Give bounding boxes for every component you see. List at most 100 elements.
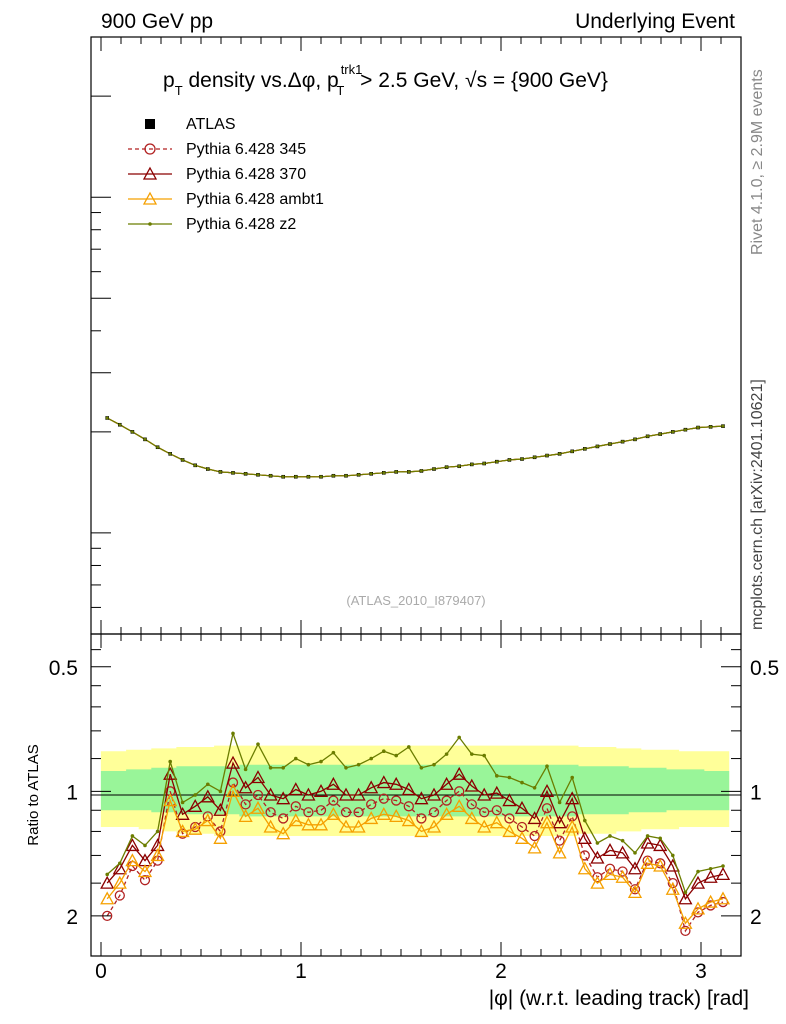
ratio-point [428, 807, 440, 818]
ratio-point [466, 799, 477, 810]
ratio-point [520, 780, 524, 785]
legend-entry: ATLAS [145, 116, 236, 133]
ratio-point [489, 815, 504, 829]
legend-marker [142, 166, 158, 180]
ratio-point [414, 824, 429, 838]
ratio-point [391, 795, 402, 806]
ratio-point [414, 791, 429, 805]
ratio-point [340, 807, 352, 818]
title-s-eq: s = {900 GeV} [477, 69, 608, 92]
main-curve-line [106, 417, 724, 478]
ratio-point [351, 787, 366, 801]
ratio-point [678, 891, 693, 905]
x-tick-label: 1 [295, 960, 307, 983]
ratio-point [313, 783, 329, 797]
main-model-point [683, 428, 687, 432]
ratio-point [690, 901, 706, 915]
ratio-point [482, 753, 487, 758]
main-model-point [595, 444, 599, 448]
main-model-point [118, 423, 122, 427]
ratio-point [552, 845, 567, 859]
ratio-point [200, 813, 215, 827]
main-model-point [558, 452, 562, 456]
ratio-point [125, 853, 140, 867]
ratio-point [565, 791, 580, 805]
ratio-point [479, 807, 490, 818]
legend-entry: Pythia 6.428 ambt1 [128, 191, 324, 208]
main-model-point [344, 474, 348, 478]
header-left: 900 GeV pp [101, 10, 213, 33]
ratio-point [602, 867, 618, 881]
ratio-point [653, 858, 668, 872]
ratio-point [150, 848, 165, 862]
ratio-point [112, 861, 127, 875]
title-sqrt: √ [465, 69, 477, 92]
ratio-line [106, 731, 724, 894]
ratio-point [620, 838, 625, 843]
ratio-point [114, 890, 125, 901]
ratio-point [464, 811, 479, 825]
main-model-point [256, 473, 260, 477]
ratio-point [678, 915, 693, 929]
title-middle: density vs.Δφ, p [183, 69, 339, 92]
main-model-point [319, 475, 323, 479]
x-tick-label: 0 [95, 960, 107, 983]
title-p: p [163, 69, 175, 92]
main-model-point [445, 465, 449, 469]
ratio-point [263, 787, 278, 801]
ratio-point [188, 821, 203, 835]
ratio-point [326, 776, 341, 790]
legend-marker [144, 143, 156, 155]
main-ticks [91, 37, 742, 634]
main-model-point [646, 434, 650, 438]
ratio-point [168, 759, 172, 764]
ratio-y-tick-label-right: 2 [750, 906, 762, 929]
ratio-point [633, 851, 637, 855]
ratio-point [231, 731, 235, 736]
ratio-point [290, 801, 301, 812]
main-model-point [721, 424, 725, 428]
ratio-point [403, 801, 414, 812]
ratio-point [353, 807, 364, 818]
main-model-point [583, 447, 587, 451]
ratio-point [708, 866, 713, 871]
ratio-point [313, 817, 329, 831]
ratio-point [401, 813, 416, 827]
main-model-point [621, 440, 625, 444]
ratio-point [470, 752, 474, 756]
ratio-point [645, 834, 650, 838]
main-model-point [520, 457, 524, 461]
ratio-point [268, 765, 273, 770]
title-sub-t: T [175, 83, 183, 98]
ratio-point [118, 861, 122, 866]
ratio-point [238, 809, 253, 823]
legend-label: Pythia 6.428 z2 [186, 216, 296, 233]
ratio-point [366, 799, 377, 810]
main-model-point [658, 432, 662, 436]
ratio-point [416, 813, 427, 824]
ratio-point [477, 819, 492, 833]
mcplots-label: mcplots.cern.ch [arXiv:2401.10621] [749, 379, 766, 630]
ratio-point [206, 782, 210, 787]
main-curve-line [106, 417, 724, 478]
main-curve-line [106, 417, 724, 478]
ratio-point [252, 789, 264, 801]
ratio-point [193, 793, 197, 797]
title-sup-trk1: trk1 [341, 62, 363, 77]
ratio-point [539, 783, 555, 797]
ratio-point [250, 800, 266, 814]
ratio-point [100, 875, 115, 889]
ratio-point [288, 782, 303, 796]
header-right: Underlying Event [575, 10, 735, 33]
ratio-point [502, 824, 517, 838]
ratio-point [504, 813, 515, 824]
ratio-point [590, 875, 605, 889]
ratio-point [565, 819, 580, 833]
main-model-point [181, 458, 185, 462]
ratio-point [452, 798, 467, 812]
ratio-point [213, 802, 228, 816]
ratio-point [653, 838, 668, 852]
ratio-point [577, 830, 592, 844]
main-model-point [294, 475, 298, 479]
